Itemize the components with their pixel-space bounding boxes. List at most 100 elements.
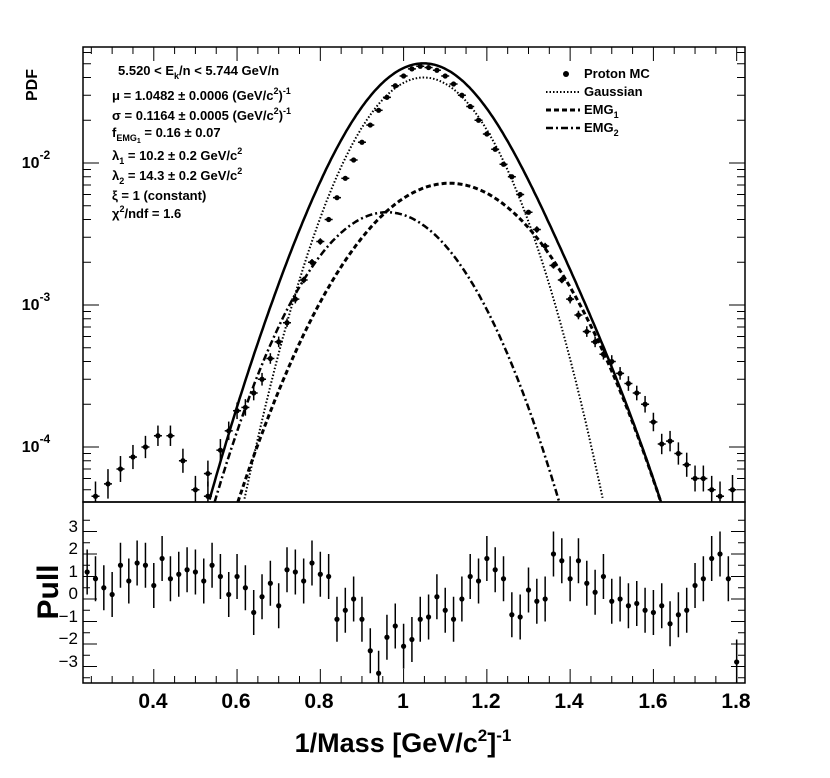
data-point (130, 454, 136, 460)
data-point (317, 238, 323, 245)
pull-point (276, 603, 282, 609)
pull-point (434, 594, 440, 600)
pull-point (650, 609, 657, 616)
pull-point (642, 607, 648, 613)
data-point (351, 157, 357, 163)
pull-point (525, 587, 532, 593)
pull-point (450, 616, 457, 622)
y-tick-label-1e-3: 10-3 (22, 290, 51, 314)
data-point (592, 339, 598, 345)
param-f-emg1: fEMG1 = 0.16 ± 0.07 (112, 125, 221, 145)
pull-point (292, 569, 298, 575)
pull-point (417, 616, 423, 622)
pull-point (659, 603, 665, 609)
pull-tick-2: 2 (69, 539, 78, 558)
data-point (142, 444, 149, 450)
upper-data-points (91, 63, 737, 502)
param-mu: μ = 1.0482 ± 0.0006 (GeV/c2)-1 (112, 86, 291, 103)
pull-point (584, 580, 590, 586)
data-point (392, 83, 398, 89)
pull-point (384, 634, 390, 640)
param-energy-range: 5.520 < Ek/n < 5.744 GeV/n (118, 63, 279, 81)
pull-point (609, 598, 615, 604)
data-point (400, 73, 407, 79)
data-point (334, 195, 340, 201)
data-point (205, 493, 211, 499)
data-point (242, 404, 248, 411)
data-point (509, 174, 515, 180)
pull-point (226, 591, 232, 598)
legend-label-emg1: EMG1 (584, 102, 619, 120)
pull-point (692, 582, 698, 589)
pull-point (167, 576, 174, 582)
pull-point (400, 643, 407, 649)
param-xi: ξ = 1 (constant) (112, 188, 206, 203)
pull-point (600, 573, 607, 580)
pull-point (84, 569, 90, 575)
x-tick-label-1.4: 1.4 (554, 690, 584, 713)
upper-curves (208, 62, 663, 503)
data-point (709, 487, 715, 493)
x-tick-labels: 0.4 0.6 0.8 1 1.2 1.4 1.6 1.8 (138, 690, 751, 713)
pull-point (625, 603, 632, 609)
data-point (326, 216, 332, 223)
data-point (450, 81, 457, 87)
data-point (92, 493, 99, 499)
upper-y-ticks (83, 47, 745, 491)
pull-point (92, 576, 99, 582)
pull-point (342, 607, 348, 613)
data-point (717, 493, 723, 499)
data-point (442, 73, 448, 79)
legend-label-proton-mc: Proton MC (584, 66, 650, 81)
pull-point (351, 596, 357, 602)
pull-point (359, 616, 365, 622)
legend: Proton MC Gaussian EMG1 EMG2 (546, 66, 650, 138)
data-point (192, 487, 199, 493)
pull-point (326, 573, 332, 580)
pull-point (334, 616, 340, 622)
x-tick-label-1: 1 (397, 690, 409, 713)
data-point (525, 209, 532, 215)
pull-tick-m2: −2 (59, 629, 78, 648)
data-point (276, 339, 282, 345)
pull-point (234, 573, 240, 580)
legend-label-gaussian: Gaussian (584, 84, 643, 99)
pull-point (217, 573, 223, 580)
pull-point (184, 567, 190, 573)
data-point (259, 376, 265, 382)
pull-point (492, 567, 498, 573)
pull-point (567, 576, 573, 582)
data-point (226, 428, 232, 434)
fit-parameters: 5.520 < Ek/n < 5.744 GeV/n μ = 1.0482 ± … (112, 63, 291, 221)
x-tick-label-0.6: 0.6 (221, 690, 250, 713)
legend-marker-proton-mc (563, 71, 569, 77)
data-point (301, 277, 307, 283)
data-point (700, 475, 706, 482)
data-point (267, 355, 273, 362)
upper-y-axis-label: PDF (24, 69, 41, 101)
pull-point (301, 578, 307, 584)
pull-point (617, 596, 623, 602)
data-point (475, 117, 482, 123)
param-lambda1: λ1 = 10.2 ± 0.2 GeV/c2 (112, 146, 242, 166)
data-point (667, 438, 673, 444)
pull-point (117, 562, 124, 568)
data-point (417, 63, 423, 69)
data-point (542, 243, 548, 249)
data-point (205, 470, 211, 477)
pull-point (500, 576, 507, 582)
pull-point (709, 555, 715, 562)
pull-point (267, 580, 273, 586)
emg2-curve (213, 211, 561, 503)
param-lambda2: λ2 = 14.3 ± 0.2 GeV/c2 (112, 166, 242, 186)
upper-y-tick-labels: 10-2 10-3 10-4 (22, 148, 51, 456)
pull-point (242, 585, 248, 591)
lower-plot-frame (82, 501, 746, 684)
data-point (534, 226, 540, 233)
pull-point (734, 659, 740, 665)
data-point (292, 296, 298, 302)
pull-point (442, 607, 448, 613)
data-point (359, 139, 365, 145)
data-point (617, 370, 623, 376)
pull-axis-label: Pull (32, 564, 65, 619)
